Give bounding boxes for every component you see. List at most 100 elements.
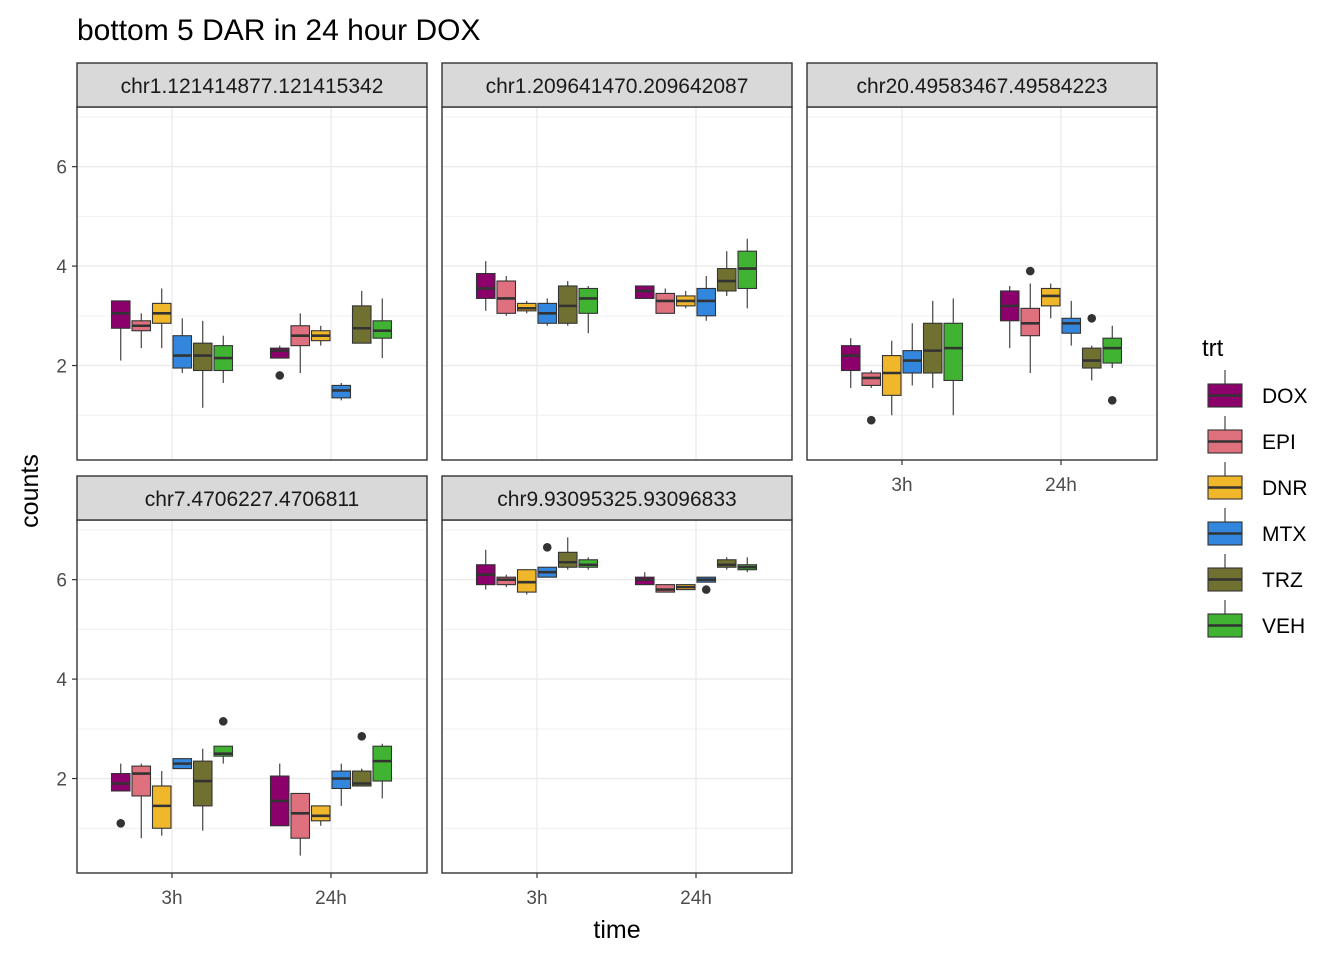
- facet-strip: [76, 62, 428, 108]
- facet-panel: chr20.49583467.49584223 3h 24h: [806, 62, 1158, 496]
- facet-strip: [441, 62, 793, 108]
- box-trz-3h: [557, 537, 578, 570]
- box-trz-3h: [557, 281, 578, 326]
- outlier-point: [542, 543, 552, 552]
- box-dnr-3h: [151, 771, 172, 836]
- box-veh-3h: [213, 335, 234, 383]
- facet-panels: chr1.121414877.121415342 2 4 6 chr1.20964147…: [56, 62, 1158, 909]
- box-dox-24h: [269, 763, 290, 827]
- box-body: [578, 287, 599, 314]
- box-mtx-24h: [331, 763, 352, 806]
- box-dnr-24h: [310, 805, 331, 826]
- box-epi-3h: [131, 313, 152, 349]
- box-trz-24h: [1081, 314, 1102, 381]
- legend-item-label: DOX: [1262, 385, 1308, 408]
- box-dox-3h: [110, 763, 131, 828]
- panel-background: [77, 520, 427, 873]
- box-epi-3h: [496, 276, 517, 316]
- box-epi-24h: [655, 288, 676, 314]
- x-axis-title: time: [593, 916, 640, 944]
- x-tick-label: 24h: [315, 888, 347, 909]
- box-mtx-3h: [172, 758, 193, 770]
- legend-item-label: DNR: [1262, 477, 1308, 500]
- box-epi-3h: [131, 763, 152, 839]
- y-axis-title: counts: [16, 454, 44, 528]
- panel-background: [807, 107, 1157, 460]
- box-mtx-3h: [902, 323, 923, 386]
- legend-item-dnr: DNR: [1207, 462, 1308, 500]
- box-body: [1061, 317, 1082, 334]
- box-body: [881, 355, 902, 396]
- legend: trt DOX EPI DNR MTX TRZ VEH: [1202, 335, 1308, 638]
- legend-item-epi: EPI: [1207, 416, 1296, 454]
- x-tick-label: 24h: [1045, 475, 1077, 496]
- box-dnr-24h: [675, 584, 696, 591]
- box-body: [172, 335, 193, 369]
- box-veh-24h: [1102, 325, 1123, 405]
- outlier-point: [1107, 396, 1117, 405]
- facet-strip: [806, 62, 1158, 108]
- box-body: [557, 551, 578, 568]
- box-dox-24h: [999, 285, 1020, 349]
- box-body: [310, 805, 331, 822]
- box-dox-24h: [634, 285, 655, 299]
- box-body: [655, 292, 676, 314]
- facet-panel: chr1.209641470.209642087: [441, 62, 793, 461]
- legend-title: trt: [1202, 335, 1224, 362]
- box-mtx-3h: [537, 298, 558, 326]
- box-body: [131, 765, 152, 797]
- outlier-point: [357, 731, 367, 741]
- box-epi-24h: [655, 584, 676, 593]
- facet-strip: [441, 475, 793, 521]
- box-dnr-3h: [151, 288, 172, 349]
- y-tick-label: 4: [56, 670, 67, 691]
- box-body: [1081, 347, 1102, 369]
- box-epi-3h: [861, 370, 882, 425]
- outlier-point: [275, 371, 285, 380]
- box-mtx-3h: [537, 543, 558, 578]
- box-trz-24h: [716, 251, 737, 296]
- box-dnr-24h: [675, 290, 696, 309]
- plot-title: bottom 5 DAR in 24 hour DOX: [77, 14, 481, 47]
- box-body: [1102, 337, 1123, 364]
- box-dox-3h: [475, 261, 496, 311]
- facet-strip-label: chr20.49583467.49584223: [856, 75, 1107, 98]
- box-trz-3h: [922, 300, 943, 388]
- legend-item-mtx: MTX: [1207, 508, 1306, 546]
- outlier-point: [701, 585, 711, 594]
- box-veh-3h: [578, 557, 599, 570]
- box-epi-24h: [290, 792, 311, 856]
- box-dox-3h: [840, 338, 861, 388]
- box-veh-24h: [372, 298, 393, 359]
- y-tick-label: 2: [56, 770, 67, 791]
- legend-item-label: TRZ: [1262, 569, 1303, 592]
- x-tick-label: 24h: [680, 888, 712, 909]
- box-dnr-3h: [516, 300, 537, 314]
- box-veh-24h: [737, 238, 758, 309]
- facet-panel: chr7.4706227.4706811 2 4 6 3h 24h: [56, 475, 428, 909]
- box-trz-24h: [716, 557, 737, 570]
- legend-item-veh: VEH: [1207, 600, 1305, 638]
- box-mtx-24h: [696, 276, 717, 321]
- y-tick-label: 6: [56, 571, 67, 592]
- outlier-point: [116, 818, 126, 828]
- box-dnr-24h: [1040, 283, 1061, 319]
- box-body: [922, 322, 943, 374]
- box-mtx-3h: [172, 318, 193, 373]
- x-tick-label: 3h: [526, 888, 547, 909]
- box-body: [943, 322, 964, 382]
- box-mtx-24h: [696, 576, 717, 594]
- facet-strip: [76, 475, 428, 521]
- facet-panel: chr1.121414877.121415342 2 4 6: [56, 62, 428, 461]
- box-trz-3h: [192, 748, 213, 831]
- box-dnr-3h: [516, 569, 537, 595]
- y-tick-label: 2: [56, 357, 67, 378]
- x-tick-label: 3h: [161, 888, 182, 909]
- box-body: [290, 792, 311, 839]
- legend-item-label: EPI: [1262, 431, 1296, 454]
- facet-strip-label: chr1.209641470.209642087: [486, 75, 749, 98]
- box-dnr-3h: [881, 340, 902, 416]
- box-body: [351, 305, 372, 344]
- facet-strip-label: chr1.121414877.121415342: [121, 75, 384, 98]
- box-trz-3h: [192, 320, 213, 408]
